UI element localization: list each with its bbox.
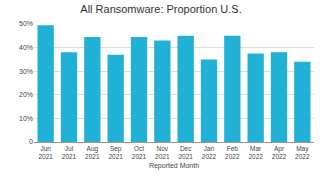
svg-text:Jun2021: Jun2021	[38, 145, 53, 160]
svg-text:Dec2021: Dec2021	[178, 145, 193, 160]
svg-text:40%: 40%	[19, 44, 33, 51]
svg-text:50%: 50%	[19, 20, 33, 27]
svg-text:Feb2022: Feb2022	[225, 145, 240, 160]
svg-text:Nov2021: Nov2021	[155, 145, 170, 160]
svg-text:Apr2022: Apr2022	[272, 145, 287, 160]
svg-text:May2022: May2022	[295, 145, 310, 160]
svg-text:Jan2022: Jan2022	[202, 145, 217, 160]
svg-text:0: 0	[29, 138, 33, 145]
svg-text:Reported Month: Reported Month	[149, 162, 199, 170]
svg-text:All Ransomware: Proportion U.S: All Ransomware: Proportion U.S.	[80, 3, 241, 15]
svg-text:Mar2022: Mar2022	[248, 145, 263, 160]
svg-text:Oct2021: Oct2021	[132, 145, 147, 160]
svg-text:Aug2021: Aug2021	[85, 145, 100, 160]
svg-text:30%: 30%	[19, 68, 33, 75]
svg-text:20%: 20%	[19, 91, 33, 98]
svg-text:Sep2021: Sep2021	[108, 145, 123, 160]
svg-text:10%: 10%	[19, 115, 33, 122]
svg-text:Jul2021: Jul2021	[62, 145, 77, 160]
